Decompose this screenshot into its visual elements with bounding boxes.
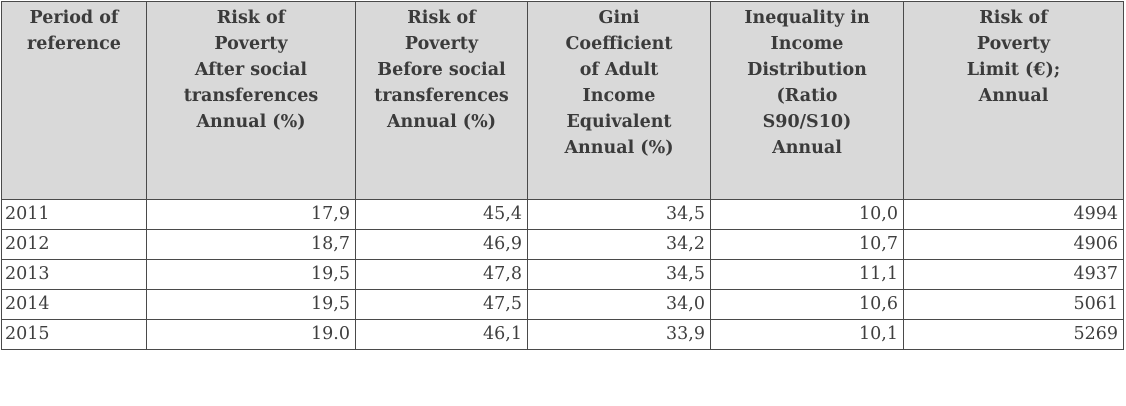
risk-before-cell: 46,1 bbox=[355, 319, 528, 350]
header-text-line: S90/S10) bbox=[762, 112, 852, 132]
header-text-line: transferences bbox=[183, 86, 319, 106]
header-text-line: transferences bbox=[374, 86, 509, 106]
risk-after-cell: 19,5 bbox=[146, 289, 356, 320]
risk-before-cell: 46,9 bbox=[355, 229, 528, 260]
table-row: 2015 19.0 46,1 33,9 10,1 5269 bbox=[1, 319, 1124, 350]
header-text-line: Inequality in bbox=[744, 8, 870, 28]
header-inequality-ratio: Inequality in Income Distribution (Ratio S90… bbox=[710, 1, 904, 200]
year-cell: 2012 bbox=[1, 229, 147, 260]
header-text-line: Annual bbox=[772, 138, 842, 158]
poverty-limit-cell: 5269 bbox=[903, 319, 1124, 350]
risk-after-cell: 19.0 bbox=[146, 319, 356, 350]
header-text-line: Annual (%) bbox=[196, 112, 306, 132]
risk-after-cell: 18,7 bbox=[146, 229, 356, 260]
table-row: 2014 19,5 47,5 34,0 10,6 5061 bbox=[1, 289, 1124, 320]
header-text-line: Poverty bbox=[976, 34, 1051, 54]
poverty-statistics-table: Period of reference Risk of Poverty After so… bbox=[1, 1, 1124, 350]
table-row: 2013 19,5 47,8 34,5 11,1 4937 bbox=[1, 259, 1124, 290]
inequality-cell: 10,6 bbox=[710, 289, 904, 320]
table-header: Period of reference Risk of Poverty After so… bbox=[1, 1, 1124, 200]
header-text-line: Income bbox=[770, 34, 844, 54]
header-text-line: Annual (%) bbox=[564, 138, 674, 158]
header-row: Period of reference Risk of Poverty After so… bbox=[1, 1, 1124, 200]
header-text-line: Before social bbox=[377, 60, 506, 80]
year-cell: 2015 bbox=[1, 319, 147, 350]
header-text-line: Risk of bbox=[216, 8, 286, 28]
poverty-limit-cell: 4937 bbox=[903, 259, 1124, 290]
inequality-cell: 10,7 bbox=[710, 229, 904, 260]
header-text-line: (Ratio bbox=[776, 86, 838, 106]
header-text-line: Annual (%) bbox=[386, 112, 497, 132]
gini-cell: 34,5 bbox=[527, 199, 711, 230]
risk-after-cell: 17,9 bbox=[146, 199, 356, 230]
risk-before-cell: 47,8 bbox=[355, 259, 528, 290]
header-text-line: Risk of bbox=[979, 8, 1048, 28]
header-text-line: reference bbox=[27, 34, 121, 54]
header-text-line: Income bbox=[582, 86, 656, 106]
poverty-limit-cell: 4994 bbox=[903, 199, 1124, 230]
table-row: 2011 17,9 45,4 34,5 10,0 4994 bbox=[1, 199, 1124, 230]
header-period-of-reference: Period of reference bbox=[1, 1, 147, 200]
risk-after-cell: 19,5 bbox=[146, 259, 356, 290]
year-cell: 2013 bbox=[1, 259, 147, 290]
header-text-line: Poverty bbox=[404, 34, 479, 54]
inequality-cell: 10,0 bbox=[710, 199, 904, 230]
gini-cell: 34,2 bbox=[527, 229, 711, 260]
header-poverty-limit: Risk of Poverty Limit (€); Annual bbox=[903, 1, 1124, 200]
inequality-cell: 11,1 bbox=[710, 259, 904, 290]
header-text-line: of Adult bbox=[579, 60, 659, 80]
header-text-line: Coefficient bbox=[565, 34, 673, 54]
gini-cell: 34,0 bbox=[527, 289, 711, 320]
header-text-line: Risk of bbox=[407, 8, 476, 28]
year-cell: 2014 bbox=[1, 289, 147, 320]
table-body: 2011 17,9 45,4 34,5 10,0 4994 2012 18,7 46,9 34,2… bbox=[1, 199, 1124, 350]
header-risk-before-transferences: Risk of Poverty Before social transferences… bbox=[355, 1, 528, 200]
risk-before-cell: 45,4 bbox=[355, 199, 528, 230]
header-text-line: After social bbox=[194, 60, 308, 80]
year-cell: 2011 bbox=[1, 199, 147, 230]
gini-cell: 33,9 bbox=[527, 319, 711, 350]
header-text-line: Annual bbox=[978, 86, 1049, 106]
header-text-line: Distribution bbox=[747, 60, 867, 80]
inequality-cell: 10,1 bbox=[710, 319, 904, 350]
poverty-limit-cell: 5061 bbox=[903, 289, 1124, 320]
gini-cell: 34,5 bbox=[527, 259, 711, 290]
poverty-limit-cell: 4906 bbox=[903, 229, 1124, 260]
header-text-line: Limit (€); bbox=[966, 60, 1061, 80]
header-text-line: Period of bbox=[29, 8, 119, 28]
table-row: 2012 18,7 46,9 34,2 10,7 4906 bbox=[1, 229, 1124, 260]
header-gini-coefficient: Gini Coefficient of Adult Income Equivalent A… bbox=[527, 1, 711, 200]
risk-before-cell: 47,5 bbox=[355, 289, 528, 320]
header-risk-after-transferences: Risk of Poverty After social transferences A… bbox=[146, 1, 356, 200]
header-text-line: Gini bbox=[598, 8, 640, 28]
header-text-line: Equivalent bbox=[566, 112, 672, 132]
header-text-line: Poverty bbox=[214, 34, 288, 54]
